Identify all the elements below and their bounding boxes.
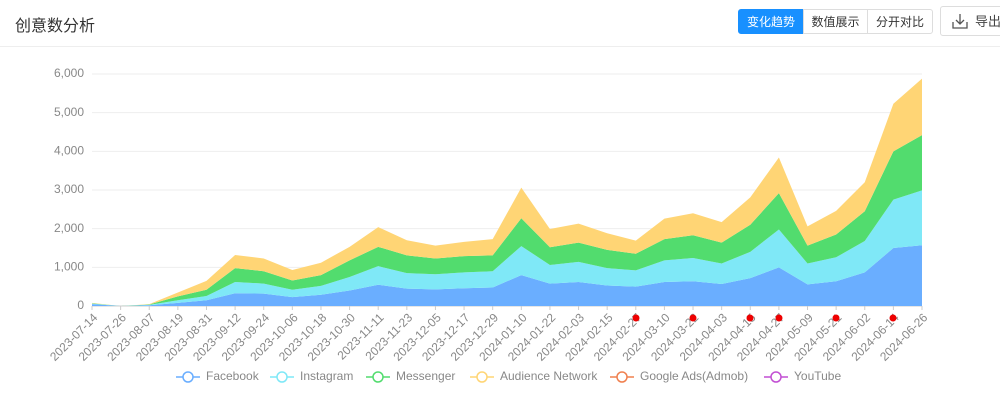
- legend-label: Messenger: [396, 369, 455, 383]
- y-tick-label: 5,000: [54, 105, 84, 119]
- export-icon: [952, 14, 968, 29]
- export-label: 导出: [975, 14, 1000, 29]
- legend-item[interactable]: Audience Network: [470, 369, 598, 383]
- area: [92, 245, 922, 306]
- y-tick-label: 3,000: [54, 182, 84, 196]
- legend-label: Audience Network: [500, 369, 598, 383]
- event-markers: [632, 314, 897, 322]
- legend-label: Google Ads(Admob): [640, 369, 748, 383]
- tab-button[interactable]: 分开对比: [867, 9, 933, 34]
- export-button[interactable]: 导出: [940, 6, 1000, 36]
- legend-marker: [616, 371, 628, 383]
- legend-marker: [476, 371, 488, 383]
- legend-marker: [770, 371, 782, 383]
- legend-marker: [372, 371, 384, 383]
- event-dot: [889, 314, 897, 322]
- legend-item[interactable]: YouTube: [764, 369, 841, 383]
- area: [92, 78, 922, 306]
- event-dot: [632, 314, 640, 322]
- legend-label: YouTube: [794, 369, 841, 383]
- legend-label: Instagram: [300, 369, 353, 383]
- y-tick-label: 1,000: [54, 260, 84, 274]
- legend-marker: [276, 371, 288, 383]
- event-dot: [832, 314, 840, 322]
- event-dot: [775, 314, 783, 322]
- area: [92, 190, 922, 306]
- legend-item[interactable]: Google Ads(Admob): [610, 369, 748, 383]
- y-tick-label: 4,000: [54, 144, 84, 158]
- y-tick-label: 0: [77, 298, 84, 312]
- y-tick-label: 6,000: [54, 66, 84, 80]
- legend-item[interactable]: Messenger: [366, 369, 455, 383]
- legend-marker: [182, 371, 194, 383]
- y-tick-label: 2,000: [54, 221, 84, 235]
- event-dot: [746, 314, 754, 322]
- legend-item[interactable]: Facebook: [176, 369, 260, 383]
- tab-button[interactable]: 数值展示: [803, 9, 868, 34]
- page-title: 创意数分析: [15, 18, 96, 35]
- area: [92, 135, 922, 306]
- header: 创意数分析 变化趋势 数值展示 分开对比 导出: [0, 0, 1000, 47]
- legend-item[interactable]: Instagram: [270, 369, 353, 383]
- event-dot: [689, 314, 697, 322]
- legend-label: Facebook: [206, 369, 260, 383]
